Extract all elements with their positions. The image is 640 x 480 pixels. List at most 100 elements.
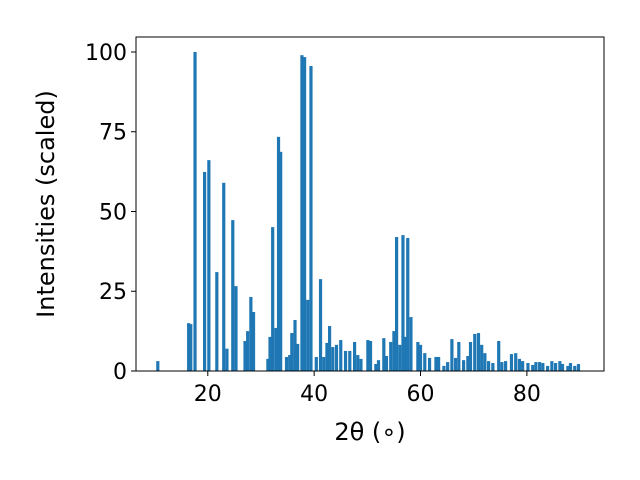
bar <box>288 355 292 371</box>
bar <box>446 362 450 371</box>
y-tick-label: 75 <box>99 121 127 146</box>
bar <box>352 341 357 371</box>
bar <box>454 357 458 371</box>
y-tick-label: 25 <box>99 280 127 305</box>
bar <box>348 350 352 371</box>
bar <box>314 356 318 371</box>
bar <box>566 365 570 371</box>
bar <box>356 355 360 371</box>
bar <box>394 237 399 371</box>
bar <box>509 354 514 371</box>
bar <box>327 326 332 371</box>
bar <box>541 363 545 371</box>
bar <box>276 136 281 371</box>
bar <box>576 363 581 371</box>
bar <box>309 66 313 372</box>
bar <box>450 339 454 371</box>
bar <box>500 362 504 371</box>
bar <box>427 357 432 371</box>
y-axis-label: Intensities (scaled) <box>32 90 60 318</box>
bar <box>409 317 413 371</box>
y-tick-label: 0 <box>113 360 127 385</box>
bar <box>434 356 438 371</box>
bar <box>193 51 197 371</box>
x-tick-label: 20 <box>194 382 222 407</box>
bar <box>251 311 256 371</box>
bar <box>368 341 373 371</box>
bar <box>382 338 386 371</box>
bar <box>318 279 323 371</box>
x-tick-label: 40 <box>300 382 328 407</box>
bar <box>249 296 253 371</box>
bar <box>568 363 573 371</box>
bar <box>573 365 577 371</box>
bar <box>334 344 339 371</box>
bar <box>554 363 558 371</box>
bar <box>366 340 370 371</box>
bar <box>243 341 247 371</box>
bar <box>215 272 219 371</box>
bar <box>384 356 389 371</box>
bar <box>225 348 229 371</box>
bar <box>279 151 283 371</box>
bar <box>497 341 501 371</box>
bar <box>404 336 408 371</box>
bar <box>389 341 393 371</box>
bar <box>423 353 427 371</box>
bar <box>418 344 423 371</box>
bar <box>487 361 491 371</box>
bar <box>359 358 363 371</box>
bar <box>392 331 396 371</box>
bar <box>437 356 441 371</box>
bar <box>514 353 518 371</box>
bar <box>468 341 473 371</box>
bar <box>442 365 446 371</box>
bar <box>560 363 565 371</box>
bar <box>406 237 410 371</box>
bar <box>290 333 294 371</box>
bar <box>538 362 542 371</box>
bar <box>271 227 275 371</box>
bar <box>266 358 270 371</box>
bar <box>457 341 461 371</box>
bar <box>203 171 207 371</box>
bar <box>189 324 193 371</box>
bar <box>483 353 487 371</box>
bar <box>296 343 300 371</box>
bar <box>546 365 550 371</box>
bar <box>343 350 348 371</box>
bar <box>466 356 470 371</box>
bar <box>207 160 211 371</box>
bar <box>550 361 554 371</box>
bar <box>521 361 525 371</box>
bar <box>306 299 310 371</box>
bar <box>300 55 304 371</box>
bar <box>401 235 405 371</box>
bar <box>491 363 495 371</box>
bar <box>376 360 381 371</box>
bar <box>284 356 289 371</box>
bar <box>222 182 226 371</box>
bar <box>274 327 278 371</box>
bar <box>473 333 477 371</box>
bar <box>398 344 402 371</box>
bar <box>325 342 329 371</box>
bar <box>187 323 191 371</box>
x-tick-label: 80 <box>513 382 541 407</box>
bar <box>558 361 562 371</box>
bar <box>268 336 272 371</box>
bar <box>331 347 335 371</box>
bar <box>293 319 297 371</box>
bar <box>462 360 466 371</box>
bar <box>526 363 530 371</box>
bar <box>302 57 307 372</box>
bar <box>246 331 250 371</box>
bar <box>476 333 481 371</box>
bar <box>231 220 235 371</box>
bar <box>504 361 508 371</box>
bar <box>234 286 238 371</box>
bar <box>531 364 535 371</box>
bar <box>339 340 343 371</box>
x-tick-label: 60 <box>407 382 435 407</box>
